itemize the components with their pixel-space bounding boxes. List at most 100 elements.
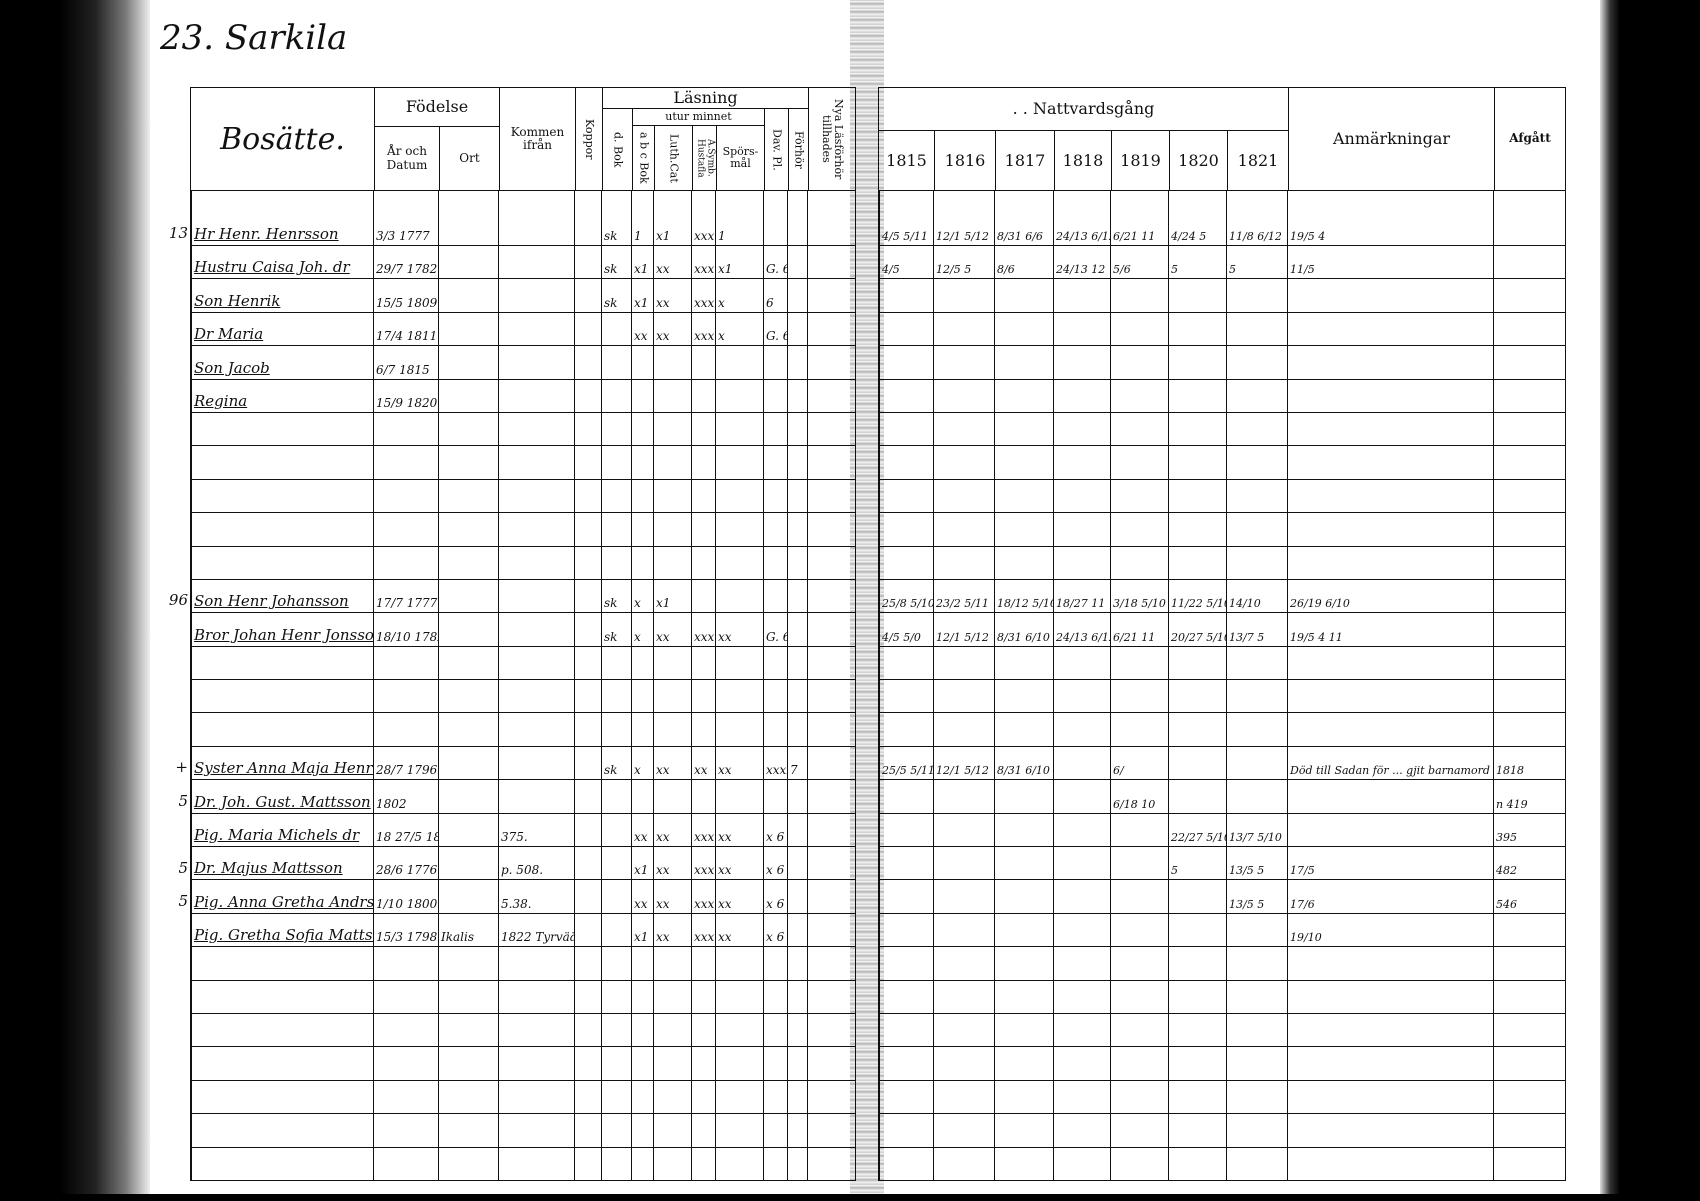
- register-cell: [439, 412, 499, 446]
- register-cell: [632, 713, 654, 746]
- remark-cell: [1288, 479, 1494, 513]
- resident-name: [190, 446, 374, 479]
- resident-name: [190, 1013, 374, 1047]
- communion-date: [1111, 379, 1169, 412]
- register-cell: [575, 546, 602, 579]
- header-nattvardsgang: . . Nattvardsgång: [878, 87, 1289, 131]
- table-row: Syster Anna Maja Henr dr28/7 1796skxxxxx…: [190, 746, 856, 781]
- communion-date: [1054, 680, 1111, 713]
- remark-cell: [1288, 312, 1494, 346]
- departed-cell: [1494, 346, 1566, 379]
- register-cell: [654, 479, 692, 513]
- communion-date: [1227, 1147, 1288, 1180]
- header-bosatte: Bosätte.: [190, 87, 375, 191]
- communion-date: [995, 312, 1054, 346]
- resident-name: [190, 713, 374, 746]
- register-cell: [808, 880, 856, 913]
- register-cell: x: [632, 579, 654, 613]
- table-row: [878, 546, 1566, 580]
- communion-date: [1054, 880, 1111, 913]
- table-row: 22/27 5/10 13/7 5/10 395: [878, 813, 1566, 848]
- communion-date: [878, 813, 934, 847]
- departed-cell: [1494, 1013, 1566, 1047]
- header-year: 1819: [1111, 130, 1170, 191]
- communion-date: [878, 1114, 934, 1147]
- register-cell: [632, 1147, 654, 1180]
- communion-date: [1169, 412, 1227, 446]
- communion-date: [1111, 813, 1169, 847]
- table-row: 6/18 10 n 419: [878, 780, 1566, 814]
- departed-cell: [1494, 246, 1566, 279]
- remark-cell: [1288, 947, 1494, 980]
- communion-date: [1227, 412, 1288, 446]
- register-cell: [632, 1114, 654, 1147]
- register-cell: [602, 379, 632, 412]
- communion-date: 4/5 5/0: [878, 613, 934, 646]
- resident-name: Hr Henr. Henrsson: [190, 190, 374, 245]
- birth-date: [374, 1147, 439, 1180]
- register-cell: [575, 847, 602, 880]
- register-cell: [499, 379, 575, 412]
- register-cell: [716, 346, 764, 379]
- table-row: [190, 713, 856, 747]
- departed-cell: 482: [1494, 847, 1566, 880]
- birth-date: 17/4 1811: [374, 312, 439, 346]
- register-cell: xxx: [692, 847, 716, 880]
- communion-date: [1227, 346, 1288, 379]
- register-cell: [808, 1047, 856, 1080]
- table-row: 4/5 5/0 12/1 5/12 8/31 6/10 24/13 6/12 6/21 …: [878, 613, 1566, 647]
- header-luth-cat: Luth.Cat: [654, 125, 693, 191]
- communion-date: 13/5 5: [1227, 847, 1288, 880]
- table-row: Regina 15/9 1820: [190, 379, 856, 413]
- register-cell: [654, 980, 692, 1013]
- communion-date: [1227, 780, 1288, 813]
- birth-date: [374, 680, 439, 713]
- register-cell: [788, 1147, 808, 1180]
- communion-date: [1169, 1114, 1227, 1147]
- table-row: Pig. Gretha Sofia Matts dr15/3 1798Ikali…: [190, 913, 856, 948]
- communion-date: [1169, 746, 1227, 780]
- register-cell: [808, 246, 856, 279]
- register-cell: [788, 680, 808, 713]
- communion-date: [1054, 646, 1111, 680]
- communion-date: 24/13 6/12: [1054, 190, 1111, 245]
- communion-date: 13/5 5: [1227, 880, 1288, 913]
- register-cell: [439, 613, 499, 646]
- margin-note: +: [175, 758, 188, 777]
- register-cell: sk: [602, 246, 632, 279]
- register-cell: [692, 1114, 716, 1147]
- communion-date: [1111, 646, 1169, 680]
- communion-date: [1227, 1114, 1288, 1147]
- resident-name: Syster Anna Maja Henr dr: [190, 746, 374, 780]
- communion-date: [1111, 1047, 1169, 1080]
- table-row: [190, 1013, 856, 1048]
- communion-date: 24/13 6/12: [1054, 613, 1111, 646]
- register-cell: G. 6: [764, 613, 788, 646]
- register-cell: [439, 680, 499, 713]
- register-cell: [499, 1080, 575, 1114]
- register-cell: [808, 513, 856, 546]
- communion-date: [1054, 1080, 1111, 1114]
- register-cell: [499, 546, 575, 579]
- communion-date: [1227, 746, 1288, 780]
- communion-date: [995, 446, 1054, 479]
- communion-date: [934, 479, 995, 513]
- register-cell: [808, 613, 856, 646]
- departed-cell: [1494, 913, 1566, 947]
- remark-cell: [1288, 1047, 1494, 1080]
- register-cell: x 6: [764, 847, 788, 880]
- birth-date: [374, 947, 439, 980]
- resident-name: [190, 1114, 374, 1147]
- register-cell: [692, 479, 716, 513]
- resident-name: Bror Johan Henr Jonsson: [190, 613, 374, 646]
- table-row: [878, 947, 1566, 981]
- register-cell: [716, 479, 764, 513]
- departed-cell: 1818: [1494, 746, 1566, 780]
- scan-bottom-edge: [0, 1194, 1700, 1201]
- table-row: 19/10: [878, 913, 1566, 948]
- table-row: [878, 346, 1566, 380]
- margin-note: 5: [178, 892, 188, 910]
- register-cell: [808, 412, 856, 446]
- communion-date: [995, 680, 1054, 713]
- table-row: [190, 1047, 856, 1081]
